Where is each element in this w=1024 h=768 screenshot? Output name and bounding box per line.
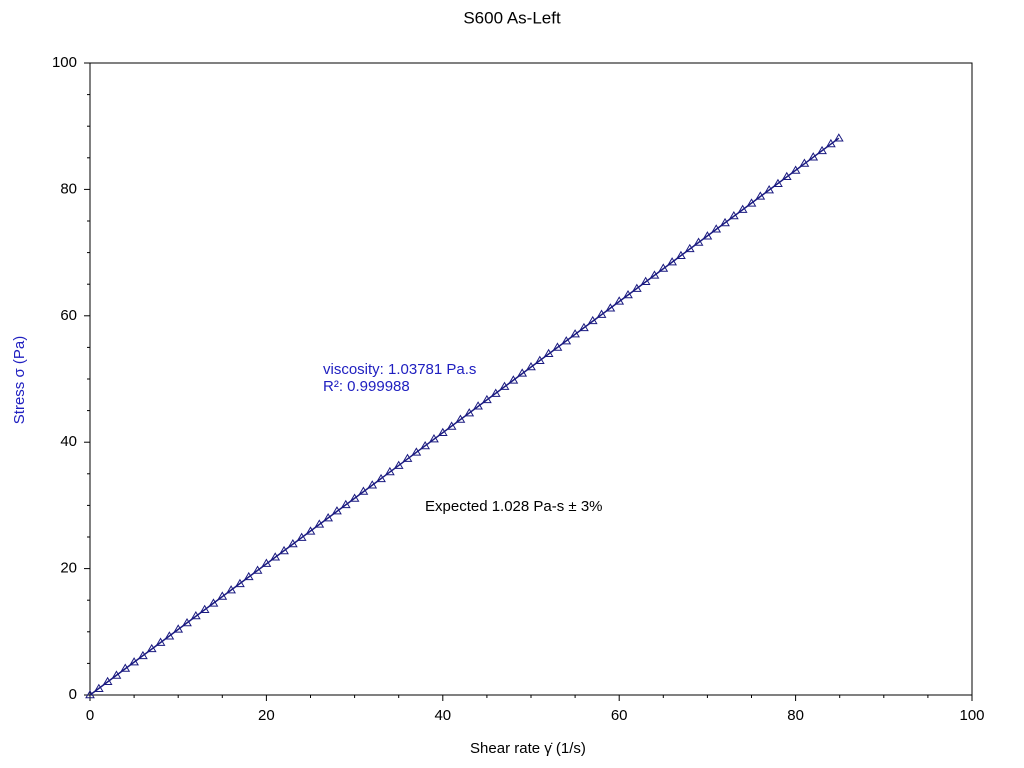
data-point	[579, 322, 589, 332]
x-tick-label: 0	[86, 707, 94, 724]
annotation: Expected 1.028 Pa-s ± 3%	[425, 498, 603, 515]
y-tick-label: 20	[60, 560, 77, 577]
data-point	[349, 493, 360, 502]
data-point	[164, 631, 175, 640]
data-point	[182, 617, 192, 627]
data-point	[508, 375, 519, 384]
data-point	[323, 513, 334, 522]
y-tick-label: 60	[60, 307, 77, 324]
data-point	[720, 217, 730, 227]
x-axis-label: Shear rate γ̇ (1/s)	[470, 740, 586, 757]
fit-line	[89, 137, 840, 696]
annotation: R²: 0.999988	[323, 378, 410, 395]
data-point	[773, 178, 783, 188]
x-tick-label: 100	[959, 707, 984, 724]
data-point	[420, 441, 431, 450]
data-point	[208, 598, 219, 607]
data-point	[833, 133, 844, 142]
chart-title: S600 As-Left	[463, 8, 561, 27]
data-point	[252, 565, 263, 574]
y-tick-label: 40	[60, 433, 77, 450]
data-point	[676, 250, 686, 260]
data-point	[605, 303, 616, 312]
data-point	[437, 427, 448, 437]
data-point	[279, 545, 289, 555]
data-point	[393, 460, 404, 469]
data-point	[446, 421, 457, 430]
data-point	[561, 336, 572, 345]
y-axis-label: Stress σ (Pa)	[11, 336, 28, 424]
y-tick-label: 0	[69, 686, 77, 703]
annotation: viscosity: 1.03781 Pa.s	[323, 361, 476, 378]
data-point	[631, 283, 642, 292]
data-point	[490, 388, 501, 397]
data-point	[93, 683, 104, 692]
x-tick-label: 20	[258, 707, 275, 724]
x-tick-label: 60	[611, 707, 628, 724]
data-point	[305, 526, 316, 535]
data-point	[235, 578, 245, 588]
data-point	[746, 198, 757, 207]
data-point	[111, 670, 122, 679]
data-point	[464, 408, 475, 417]
data-point	[376, 473, 386, 483]
data-point	[702, 231, 713, 240]
data-point	[790, 165, 801, 174]
data-point	[817, 145, 827, 155]
data-point	[138, 650, 148, 660]
x-tick-label: 40	[434, 707, 451, 724]
data-point	[534, 355, 545, 364]
y-tick-label: 100	[52, 54, 77, 71]
y-tick-label: 80	[60, 180, 77, 197]
data-point	[649, 270, 660, 279]
x-tick-label: 80	[787, 707, 804, 724]
